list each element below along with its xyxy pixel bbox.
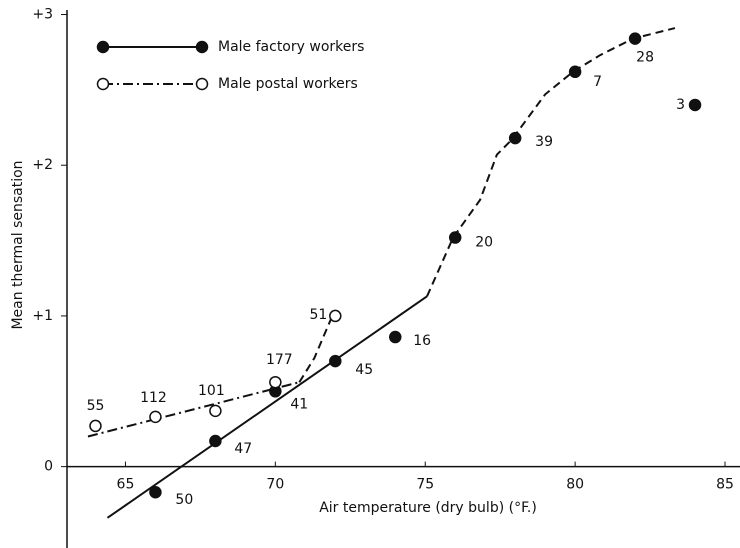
legend-marker: [96, 40, 110, 54]
fit-line: [106, 295, 428, 519]
x-tick-label: 70: [266, 477, 284, 493]
x-tick-label: 80: [566, 477, 584, 493]
point-label: 41: [290, 396, 308, 412]
y-tick-label: +1: [32, 308, 53, 324]
x-tick-label: 65: [117, 477, 135, 493]
y-axis-label: Mean thermal sensation: [10, 160, 26, 329]
point: [209, 434, 222, 448]
point-label: 7: [593, 74, 602, 90]
point-label: 20: [475, 235, 493, 251]
x-axis-label: Air temperature (dry bulb) (°F.): [319, 500, 537, 516]
y-tick-label: +2: [32, 157, 53, 173]
point-label: 51: [309, 307, 327, 323]
point: [628, 32, 642, 45]
point: [448, 231, 462, 244]
point-label: 39: [535, 134, 553, 150]
x-tick-label: 75: [416, 477, 434, 493]
point-label: 50: [175, 492, 193, 508]
legend-label: Male postal workers: [218, 76, 358, 92]
point: [568, 65, 582, 79]
point: [688, 98, 702, 112]
point: [329, 354, 342, 368]
point-label: 45: [355, 362, 373, 378]
y-tick-label: +3: [32, 7, 53, 23]
point-label: 101: [198, 383, 225, 399]
legend-marker: [195, 77, 209, 91]
point-label: 112: [140, 390, 167, 406]
point-label: 16: [413, 333, 431, 349]
legend-marker: [96, 77, 110, 91]
point-label: 3: [676, 97, 685, 113]
y-tick-label: 0: [44, 459, 53, 475]
point-label: 47: [234, 441, 252, 457]
point: [508, 131, 522, 145]
fit-line: [87, 381, 300, 438]
point-label: 55: [87, 398, 105, 414]
fit-line: [298, 315, 334, 383]
point: [209, 404, 222, 418]
point-label: 177: [266, 352, 293, 368]
point: [329, 309, 342, 323]
legend-marker: [195, 40, 209, 54]
point: [149, 410, 162, 424]
point: [389, 330, 402, 344]
x-tick-label: 85: [716, 477, 734, 493]
point: [149, 485, 162, 499]
legend-label: Male factory workers: [218, 39, 364, 55]
point-label: 28: [636, 50, 654, 66]
point: [269, 375, 282, 389]
fit-line: [426, 27, 676, 297]
point: [89, 419, 102, 433]
